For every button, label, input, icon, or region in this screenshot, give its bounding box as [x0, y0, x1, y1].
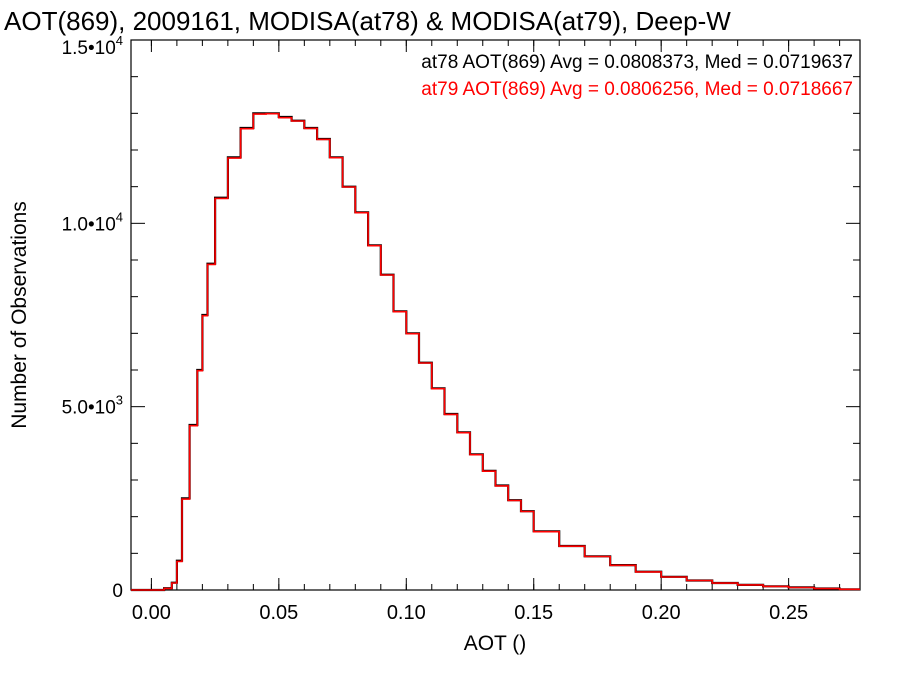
- annotation-at79: at79 AOT(869) Avg = 0.0806256, Med = 0.0…: [421, 79, 853, 100]
- chart-title: AOT(869), 2009161, MODISA(at78) & MODISA…: [4, 6, 731, 36]
- x-tick-label: 0.15: [514, 602, 553, 624]
- series-line-at79: [131, 112, 860, 591]
- x-tick-label: 0.05: [259, 602, 298, 624]
- y-tick-label: 1.0•104: [62, 209, 123, 235]
- x-axis-label: AOT (): [464, 632, 527, 655]
- y-axis-label: Number of Observations: [8, 201, 31, 429]
- annotation-at78: at78 AOT(869) Avg = 0.0808373, Med = 0.0…: [421, 52, 853, 73]
- x-tick-label: 0.00: [132, 602, 171, 624]
- x-axis-ticks: 0.00 0.05 0.10 0.15 0.20 0.25: [132, 40, 841, 624]
- y-tick-label: 0: [112, 581, 123, 602]
- x-tick-label: 0.25: [769, 602, 808, 624]
- y-tick-label: 1.5•104: [62, 33, 123, 59]
- y-tick-label: 5.0•103: [62, 393, 123, 419]
- x-tick-label: 0.20: [642, 602, 681, 624]
- series-group: [131, 112, 860, 592]
- plot-frame: [130, 39, 861, 591]
- x-tick-label: 0.10: [387, 602, 426, 624]
- series-line-at78: [131, 112, 860, 592]
- y-axis-ticks: 0 5.0•103 1.0•104 1.5•104: [62, 33, 860, 602]
